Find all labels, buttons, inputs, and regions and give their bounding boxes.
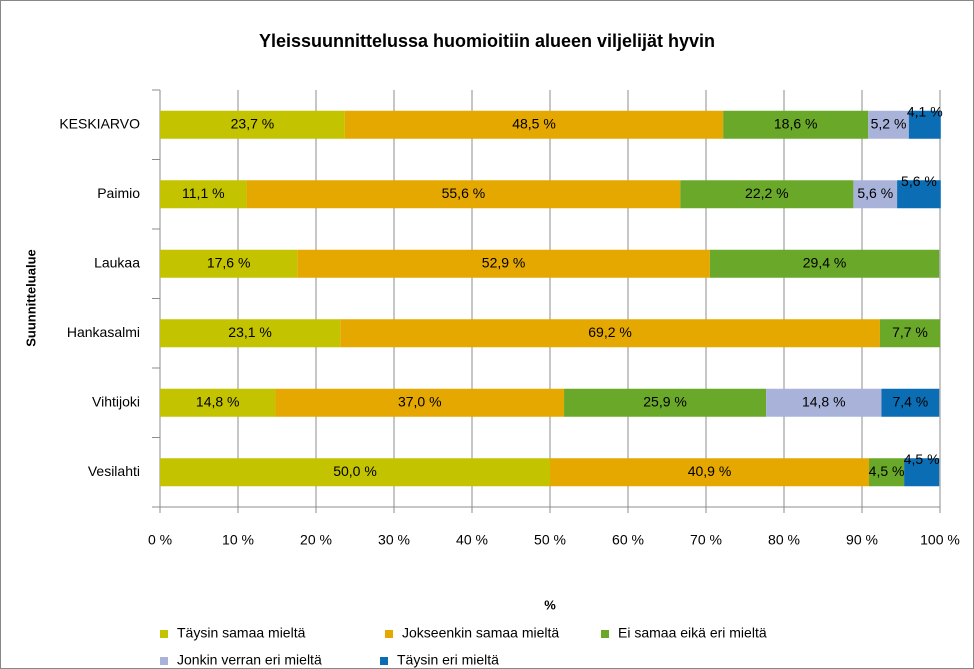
y-tick-label: Hankasalmi [67,324,140,340]
legend-label: Täysin samaa mieltä [177,625,306,641]
legend-label: Ei samaa eikä eri mieltä [618,625,767,641]
bar-segment [881,388,940,417]
bar-segment [709,249,940,278]
bar-segment [723,110,869,139]
data-label: 4,1 % [907,103,943,119]
legend-label: Jokseenkin samaa mieltä [402,625,559,641]
bar-segment [904,458,940,487]
data-label: 48,5 % [512,115,556,131]
bar-segment [160,180,247,209]
data-label: 29,4 % [803,254,847,270]
data-label: 4,5 % [869,463,905,479]
data-label: 5,2 % [871,115,907,131]
y-axis-title: Suunnittelualue [23,249,38,347]
data-label: 52,9 % [482,254,526,270]
data-label: 14,8 % [802,393,846,409]
x-axis-title: % [544,597,556,612]
data-label: 22,2 % [745,185,789,201]
legend-swatch [380,657,388,665]
y-tick-label: Vihtijoki [92,393,140,409]
bar-segment [897,180,941,209]
y-tick-label: Laukaa [94,254,140,270]
legend-swatch [160,657,168,665]
bar-segment [680,180,854,209]
data-label: 7,4 % [892,393,928,409]
data-label: 37,0 % [398,393,442,409]
bar-segment [550,458,870,487]
bar-segment [869,458,905,487]
legend-swatch [160,630,168,638]
bar-segment [160,249,298,278]
x-tick-label: 30 % [378,532,410,548]
bar-segment [868,110,909,139]
legend-label: Täysin eri mieltä [397,652,499,668]
bar-segment [160,110,345,139]
data-label: 7,7 % [892,324,928,340]
x-tick-label: 100 % [920,532,960,548]
data-label: 18,6 % [774,115,818,131]
bar-segment [908,110,941,139]
bar-segment [297,249,710,278]
bar-segment [879,319,940,348]
bar-segment [340,319,880,348]
data-label: 23,7 % [231,115,275,131]
data-label: 14,8 % [196,393,240,409]
bar-segment [853,180,898,209]
y-tick-label: Paimio [97,185,140,201]
x-tick-label: 50 % [534,532,566,548]
legend-swatch [601,630,609,638]
bar-segment [564,388,767,417]
data-label: 23,1 % [228,324,272,340]
data-label: 69,2 % [588,324,632,340]
x-tick-label: 60 % [612,532,644,548]
bar-segment [160,458,550,487]
y-tick-label: KESKIARVO [59,115,140,131]
bar-segment [246,180,681,209]
x-tick-label: 40 % [456,532,488,548]
bar-segment [344,110,724,139]
data-label: 40,9 % [688,463,732,479]
legend-label: Jonkin verran eri mieltä [177,652,322,668]
x-tick-label: 20 % [300,532,332,548]
bar-segment [275,388,565,417]
data-label: 50,0 % [333,463,377,479]
data-label: 5,6 % [901,173,937,189]
bar-segment [160,319,341,348]
legend-swatch [385,630,393,638]
data-label: 55,6 % [442,185,486,201]
x-tick-label: 90 % [846,532,878,548]
chart-title: Yleissuunnittelussa huomioitiin alueen v… [259,31,715,51]
data-label: 4,5 % [904,451,940,467]
data-label: 11,1 % [182,185,225,201]
bar-segment [766,388,882,417]
y-tick-label: Vesilahti [88,463,140,479]
bar-segment [160,388,276,417]
x-tick-label: 10 % [222,532,254,548]
data-label: 25,9 % [643,393,687,409]
data-label: 5,6 % [857,185,893,201]
x-tick-label: 80 % [768,532,800,548]
x-tick-label: 70 % [690,532,722,548]
x-tick-label: 0 % [148,532,172,548]
data-label: 17,6 % [207,254,251,270]
